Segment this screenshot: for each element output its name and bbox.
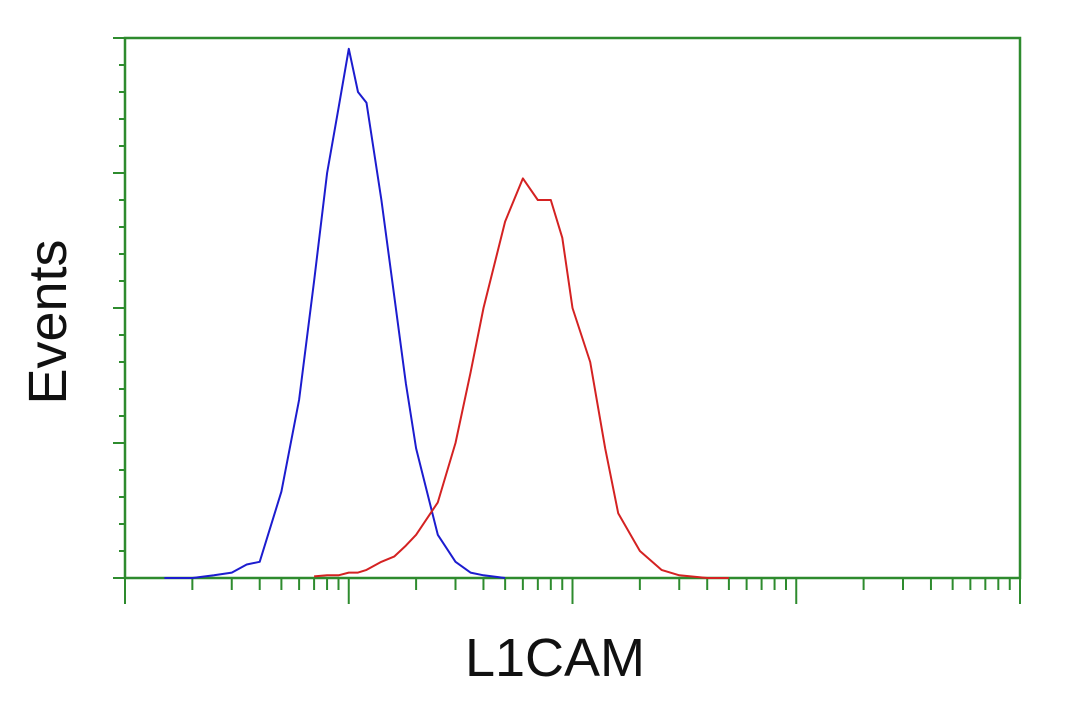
data-line (314, 177, 729, 579)
y-axis-label: Events (18, 239, 78, 404)
data-line (164, 47, 506, 579)
x-axis-label: L1CAM (465, 628, 645, 688)
